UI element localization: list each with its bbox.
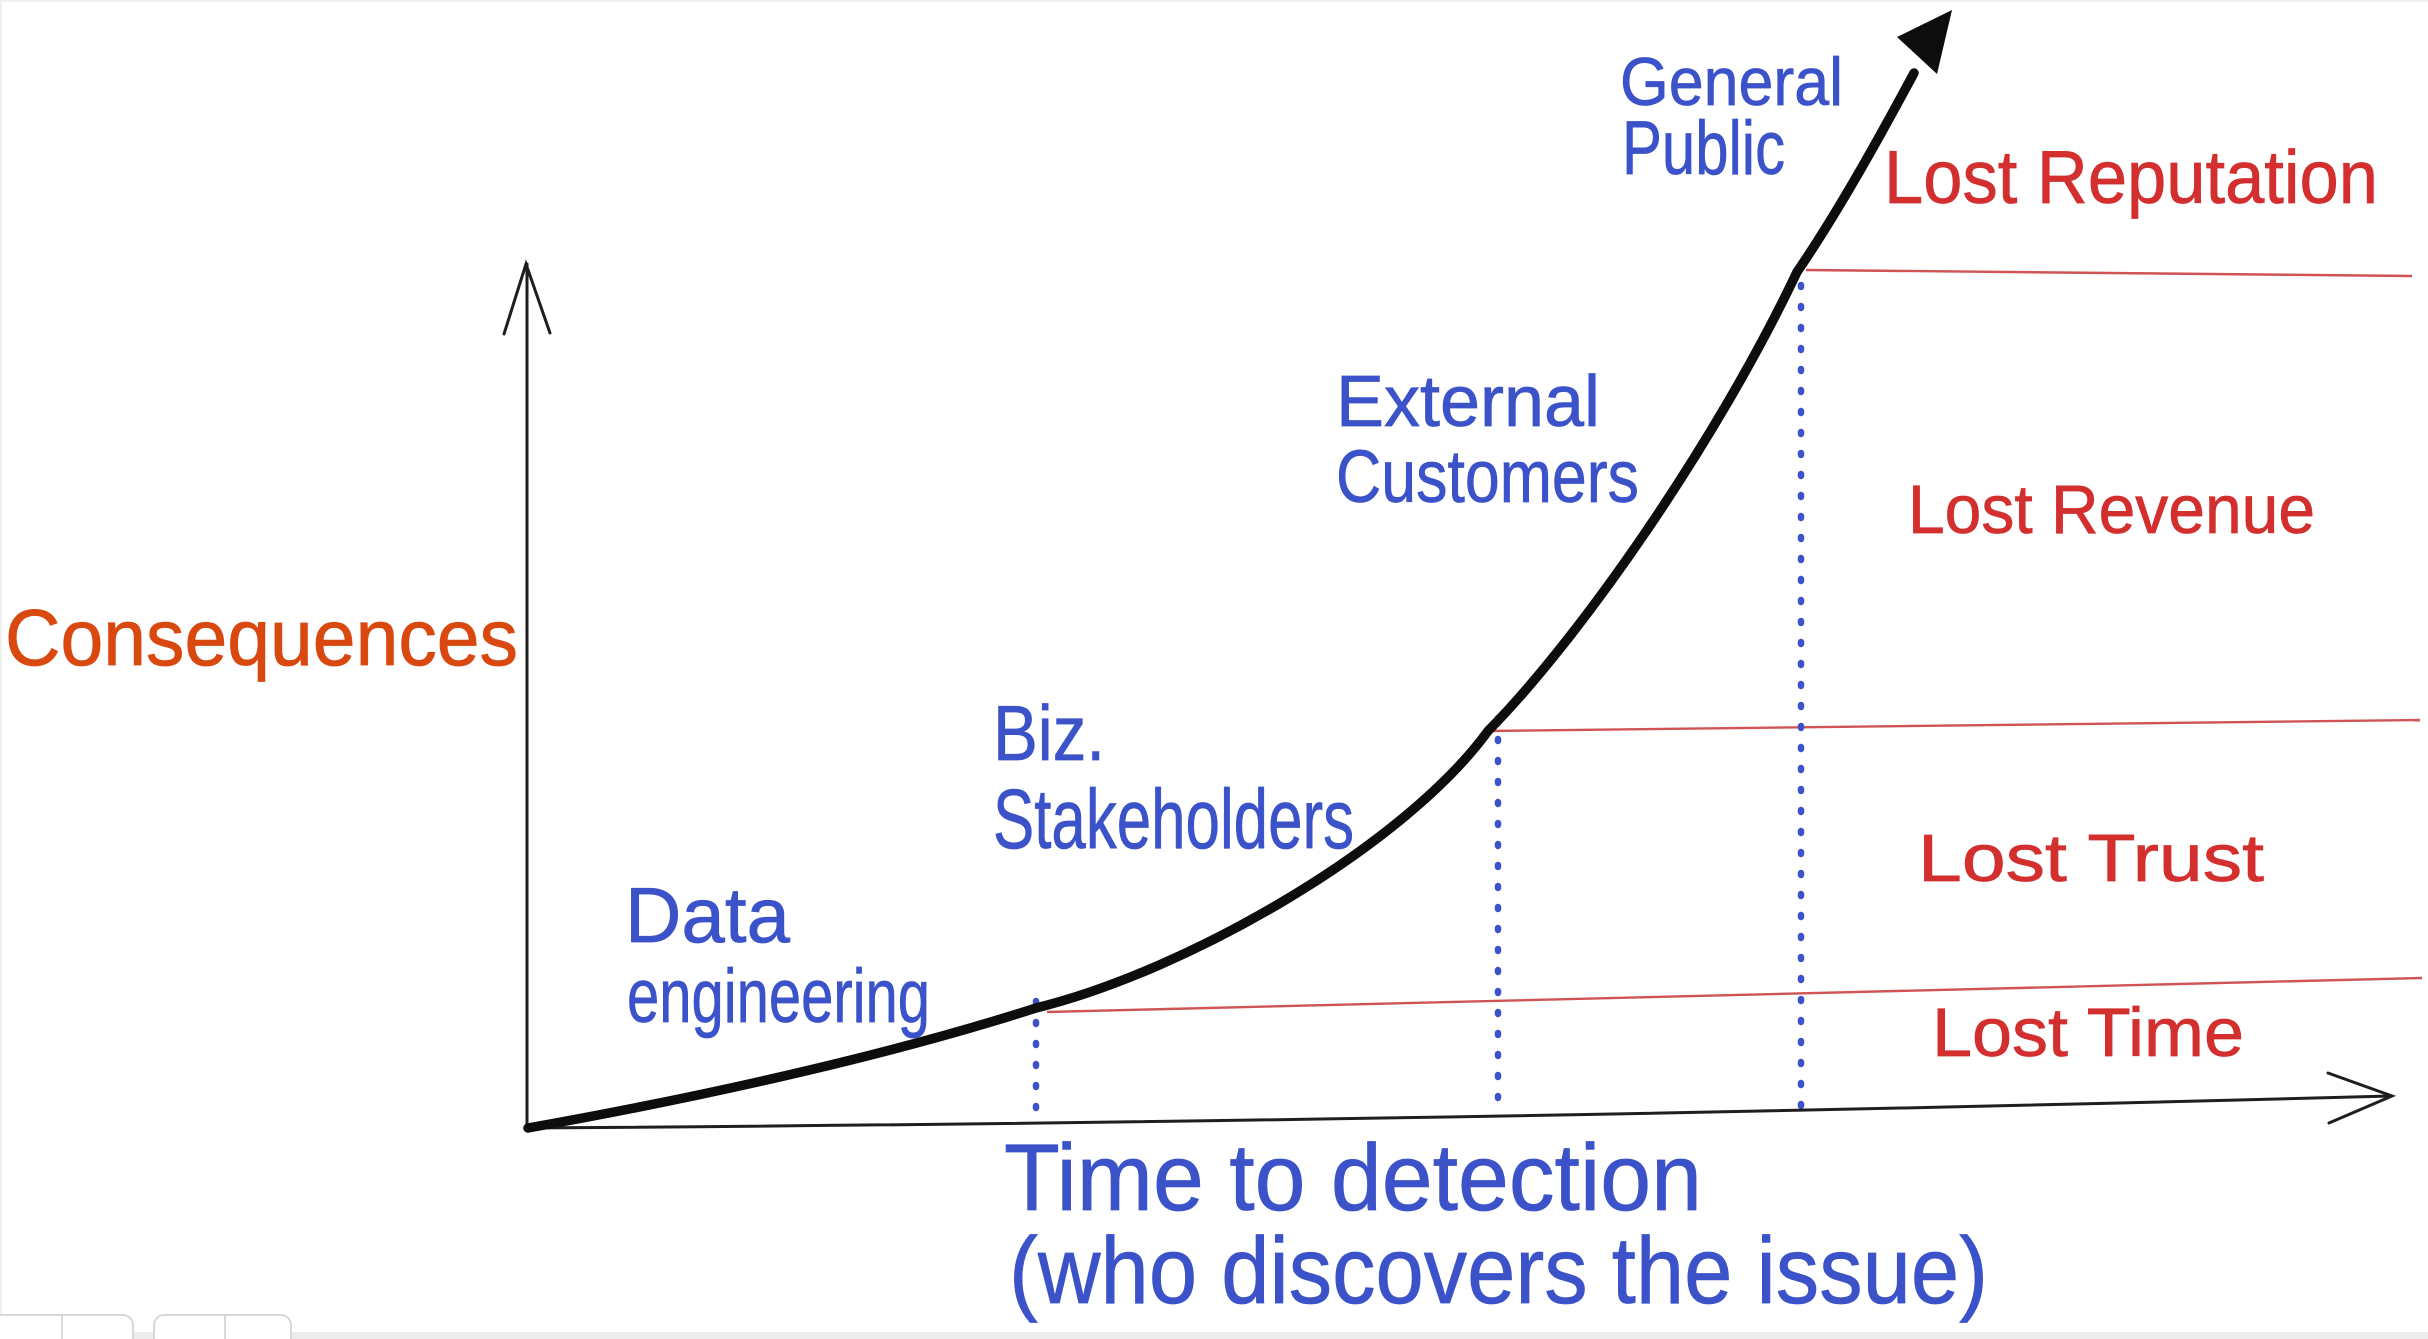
svg-text:Lost Revenue: Lost Revenue	[1908, 471, 2315, 548]
svg-text:Lost Time: Lost Time	[1932, 994, 2244, 1071]
svg-text:engineering: engineering	[627, 954, 930, 1039]
svg-text:External: External	[1336, 362, 1600, 442]
svg-text:Customers: Customers	[1336, 435, 1639, 518]
svg-text:Lost Trust: Lost Trust	[1918, 821, 2264, 896]
svg-text:Public: Public	[1622, 106, 1785, 191]
svg-text:General: General	[1620, 44, 1843, 120]
svg-text:(who discovers the issue): (who discovers the issue)	[1009, 1218, 1988, 1324]
svg-text:Lost Reputation: Lost Reputation	[1884, 135, 2378, 219]
svg-text:Stakeholders: Stakeholders	[993, 772, 1354, 866]
svg-text:Biz.: Biz.	[993, 689, 1105, 777]
svg-text:Time to detection: Time to detection	[1004, 1125, 1702, 1231]
svg-text:Data: Data	[625, 871, 791, 959]
svg-text:Consequences: Consequences	[5, 593, 518, 682]
